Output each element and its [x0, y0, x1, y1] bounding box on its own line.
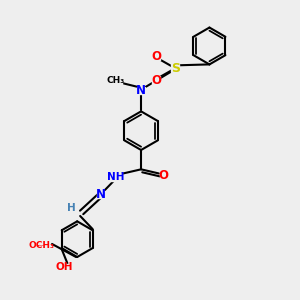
Text: methoxy: methoxy — [38, 244, 45, 246]
Bar — [137, 87, 145, 94]
Text: OCH₃: OCH₃ — [28, 241, 55, 250]
Bar — [97, 191, 105, 198]
Bar — [110, 76, 122, 84]
Bar — [160, 172, 167, 179]
Text: NH: NH — [107, 172, 124, 182]
Bar — [68, 205, 74, 211]
Text: H: H — [67, 203, 76, 213]
Text: S: S — [171, 62, 180, 75]
Bar — [152, 76, 160, 84]
Bar — [59, 263, 69, 271]
Text: O: O — [151, 74, 161, 87]
Bar — [171, 64, 179, 72]
Text: N: N — [136, 84, 146, 97]
Text: O: O — [151, 50, 161, 63]
Bar — [152, 53, 160, 60]
Text: CH₃: CH₃ — [107, 76, 125, 85]
Text: N: N — [96, 188, 106, 201]
Text: O: O — [158, 169, 168, 182]
Text: OH: OH — [55, 262, 73, 272]
Bar — [110, 173, 122, 181]
Bar — [33, 241, 50, 249]
